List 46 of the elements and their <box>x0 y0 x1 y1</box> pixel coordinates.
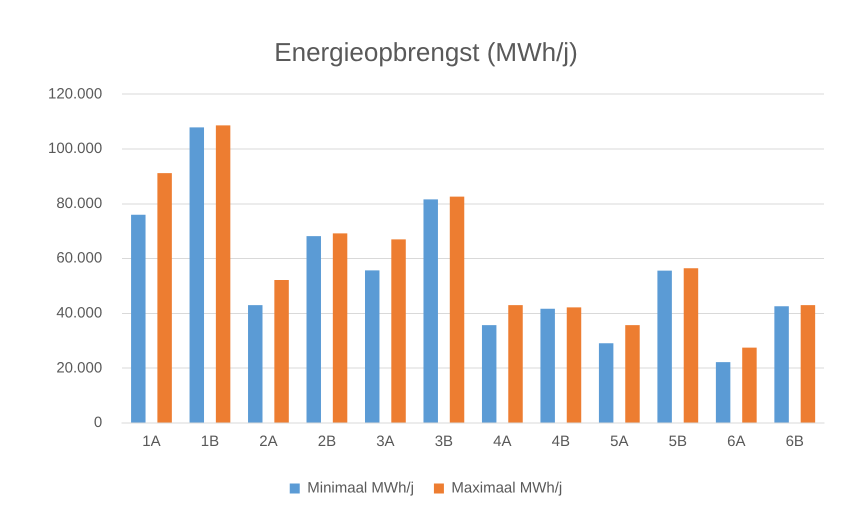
y-tick-label: 120.000 <box>48 85 102 102</box>
y-tick-label: 20.000 <box>56 359 102 376</box>
y-tick-label: 60.000 <box>56 250 102 267</box>
y-tick-label: 100.000 <box>48 140 102 158</box>
bar <box>332 233 348 422</box>
bar <box>566 307 582 422</box>
y-tick-label: 0 <box>94 414 102 432</box>
x-tick-label: 6A <box>727 433 746 450</box>
x-tick-label: 2B <box>318 433 336 450</box>
x-tick-label: 4B <box>552 433 570 450</box>
y-tick-label: 40.000 <box>56 304 102 322</box>
bar <box>800 305 816 422</box>
bar <box>190 127 204 422</box>
bar <box>657 270 672 422</box>
bar <box>774 306 789 422</box>
x-tick-label: 1A <box>142 433 161 450</box>
legend-label: Maximaal MWh/j <box>451 480 562 497</box>
bar <box>742 348 757 422</box>
bar <box>248 305 263 422</box>
bar <box>716 362 730 422</box>
x-tick-label: 6B <box>786 433 804 450</box>
x-tick-label: 3B <box>434 433 454 450</box>
bar <box>540 308 555 422</box>
bar <box>598 343 614 422</box>
bar <box>482 325 496 422</box>
legend-label: Minimaal MWh/j <box>307 480 414 497</box>
bar <box>306 236 321 422</box>
x-tick-label: 5B <box>668 433 687 450</box>
y-tick-label: 80.000 <box>56 194 102 212</box>
x-tick-label: 2A <box>259 433 278 450</box>
bar <box>391 239 406 422</box>
bar <box>625 325 640 422</box>
bar <box>216 125 230 422</box>
x-tick-label: 1B <box>200 433 220 450</box>
bar <box>684 268 698 422</box>
bar <box>364 270 380 422</box>
chart-title: Energieopbrengst (MWh/j) <box>274 36 578 67</box>
bar <box>450 196 464 422</box>
bar <box>274 280 289 422</box>
x-tick-label: 5A <box>610 433 628 450</box>
bar <box>508 305 523 422</box>
bar <box>157 173 172 422</box>
bar <box>131 214 146 422</box>
bar <box>423 199 438 422</box>
x-tick-label: 4A <box>493 433 512 450</box>
x-tick-label: 3A <box>376 433 395 450</box>
